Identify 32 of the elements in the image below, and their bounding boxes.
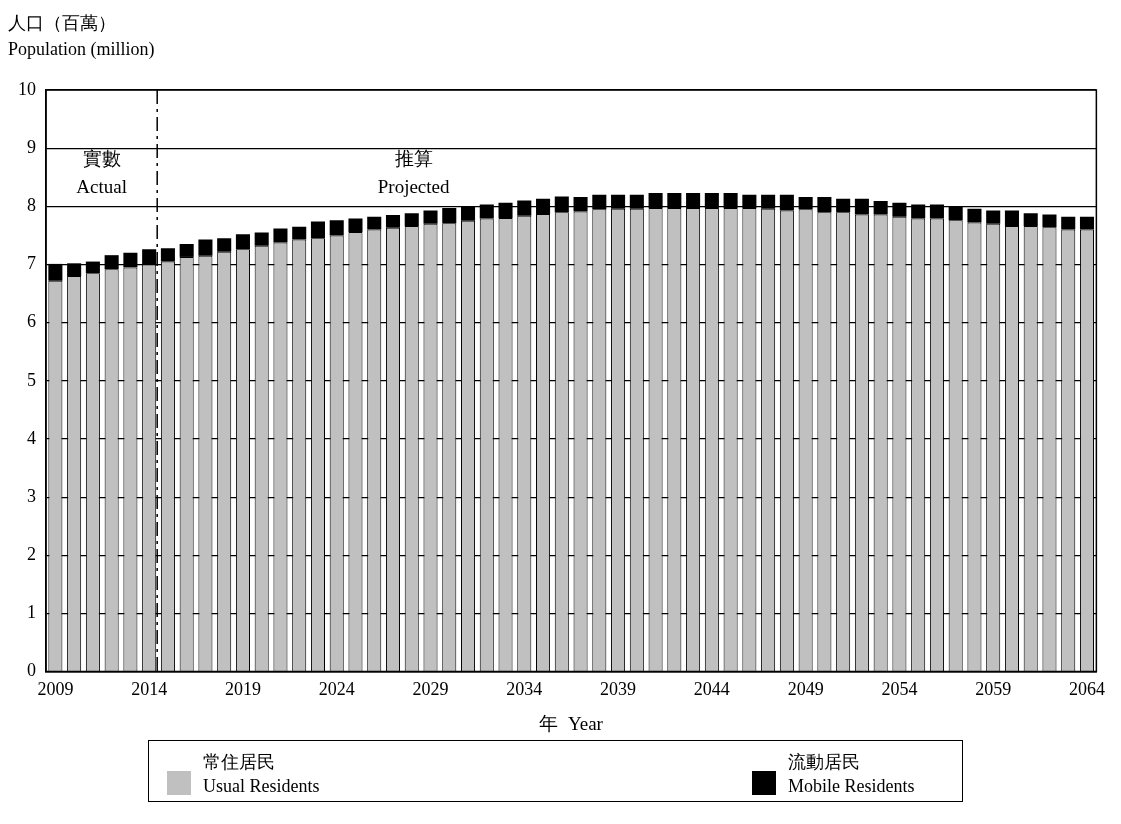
x-tick-label: 2059 — [975, 679, 1012, 700]
y-tick-label: 5 — [27, 369, 36, 390]
x-tick-label: 2039 — [600, 679, 637, 700]
x-tick-label: 2009 — [37, 679, 74, 700]
x-tick-label: 2034 — [506, 679, 543, 700]
annotation: 實數 Actual — [76, 148, 127, 198]
x-tick-label: 2029 — [412, 679, 449, 700]
x-tick-label: 2054 — [881, 679, 918, 700]
x-tick-label: 2044 — [693, 679, 730, 700]
y-tick-label: 6 — [27, 311, 36, 332]
annotation: 推算 Projected — [377, 148, 450, 198]
x-tick-label: 2064 — [1068, 679, 1105, 700]
legend-label: 流動居民 Mobile Residents — [788, 751, 915, 798]
y-axis-title: 人口（百萬） Population (million) — [8, 12, 155, 61]
y-tick-label: 8 — [27, 195, 36, 216]
y-tick-label: 1 — [27, 602, 36, 623]
legend-label: 常住居民 Usual Residents — [203, 751, 320, 798]
x-tick-label: 2019 — [224, 679, 261, 700]
x-tick-label: 2049 — [787, 679, 824, 700]
y-tick-label: 10 — [18, 78, 36, 99]
x-tick-label: 2024 — [318, 679, 355, 700]
y-tick-label: 7 — [27, 253, 36, 274]
bar — [348, 218, 363, 232]
y-tick-label: 9 — [27, 136, 36, 157]
y-tick-label: 4 — [27, 427, 36, 448]
x-tick-label: 2014 — [131, 679, 168, 700]
bar — [423, 210, 438, 224]
x-axis-title: 年 Year — [539, 712, 604, 734]
y-tick-label: 0 — [27, 660, 36, 681]
bar — [1042, 214, 1057, 228]
y-tick-label: 2 — [27, 544, 36, 565]
y-tick-label: 3 — [27, 485, 36, 506]
